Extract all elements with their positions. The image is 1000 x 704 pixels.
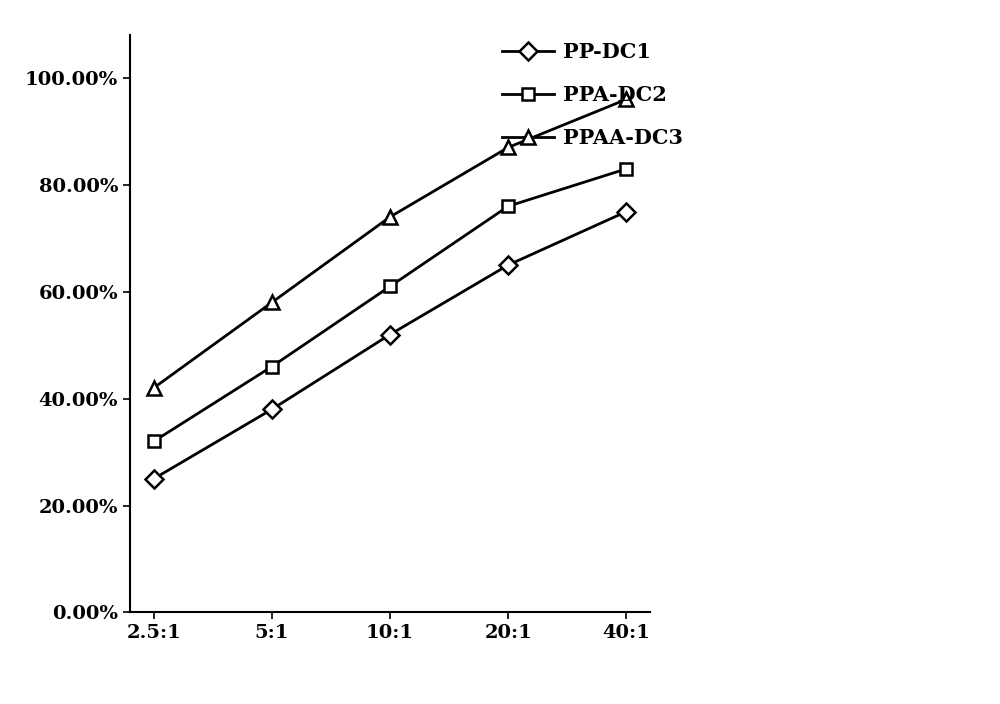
PP-DC1 [384,330,396,339]
Line: PPAA-DC3: PPAA-DC3 [147,92,633,395]
PP-DC1 [620,208,632,216]
PPAA-DC3 [266,298,278,307]
PPAA-DC3 [620,95,632,103]
PPA-DC2 [620,165,632,173]
PPA-DC2 [148,437,160,446]
PP-DC1 [502,260,514,269]
Line: PP-DC1: PP-DC1 [147,206,633,485]
PPA-DC2 [502,202,514,210]
Line: PPA-DC2: PPA-DC2 [147,163,633,448]
PPAA-DC3 [148,384,160,392]
PP-DC1 [266,405,278,413]
PP-DC1 [148,474,160,483]
PPAA-DC3 [384,213,396,221]
PPAA-DC3 [502,143,514,151]
PPA-DC2 [266,363,278,371]
Legend: PP-DC1, PPA-DC2, PPAA-DC3: PP-DC1, PPA-DC2, PPAA-DC3 [494,34,691,156]
PPA-DC2 [384,282,396,291]
